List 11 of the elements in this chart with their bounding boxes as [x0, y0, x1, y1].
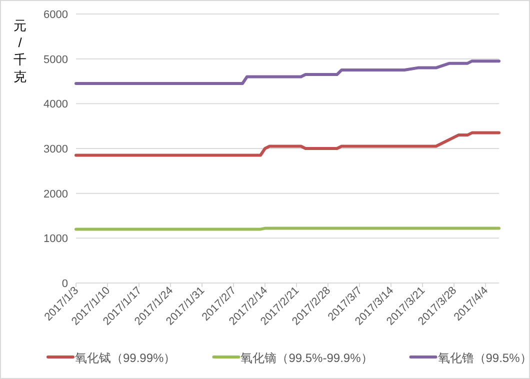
legend-label: 氧化镝（99.5%-99.9%） [240, 351, 373, 365]
legend-label: 氧化铽（99.99%） [75, 351, 176, 365]
y-tick-label: 2000 [44, 188, 68, 200]
y-tick-label: 1000 [44, 233, 68, 246]
legend-label: 氧化镥（99.5%） [438, 351, 530, 365]
y-tick-label: 4000 [44, 98, 68, 111]
y-tick-label: 0 [62, 278, 68, 290]
y-axis-title: 元/千克 [14, 18, 26, 84]
y-tick-label: 3000 [44, 144, 68, 156]
y-tick-label: 6000 [44, 9, 68, 21]
y-tick-label: 5000 [44, 54, 68, 66]
